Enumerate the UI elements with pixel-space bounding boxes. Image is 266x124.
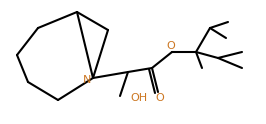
Text: N: N	[83, 75, 91, 85]
Text: OH: OH	[130, 93, 147, 103]
Text: O: O	[156, 93, 164, 103]
Text: O: O	[167, 41, 175, 51]
